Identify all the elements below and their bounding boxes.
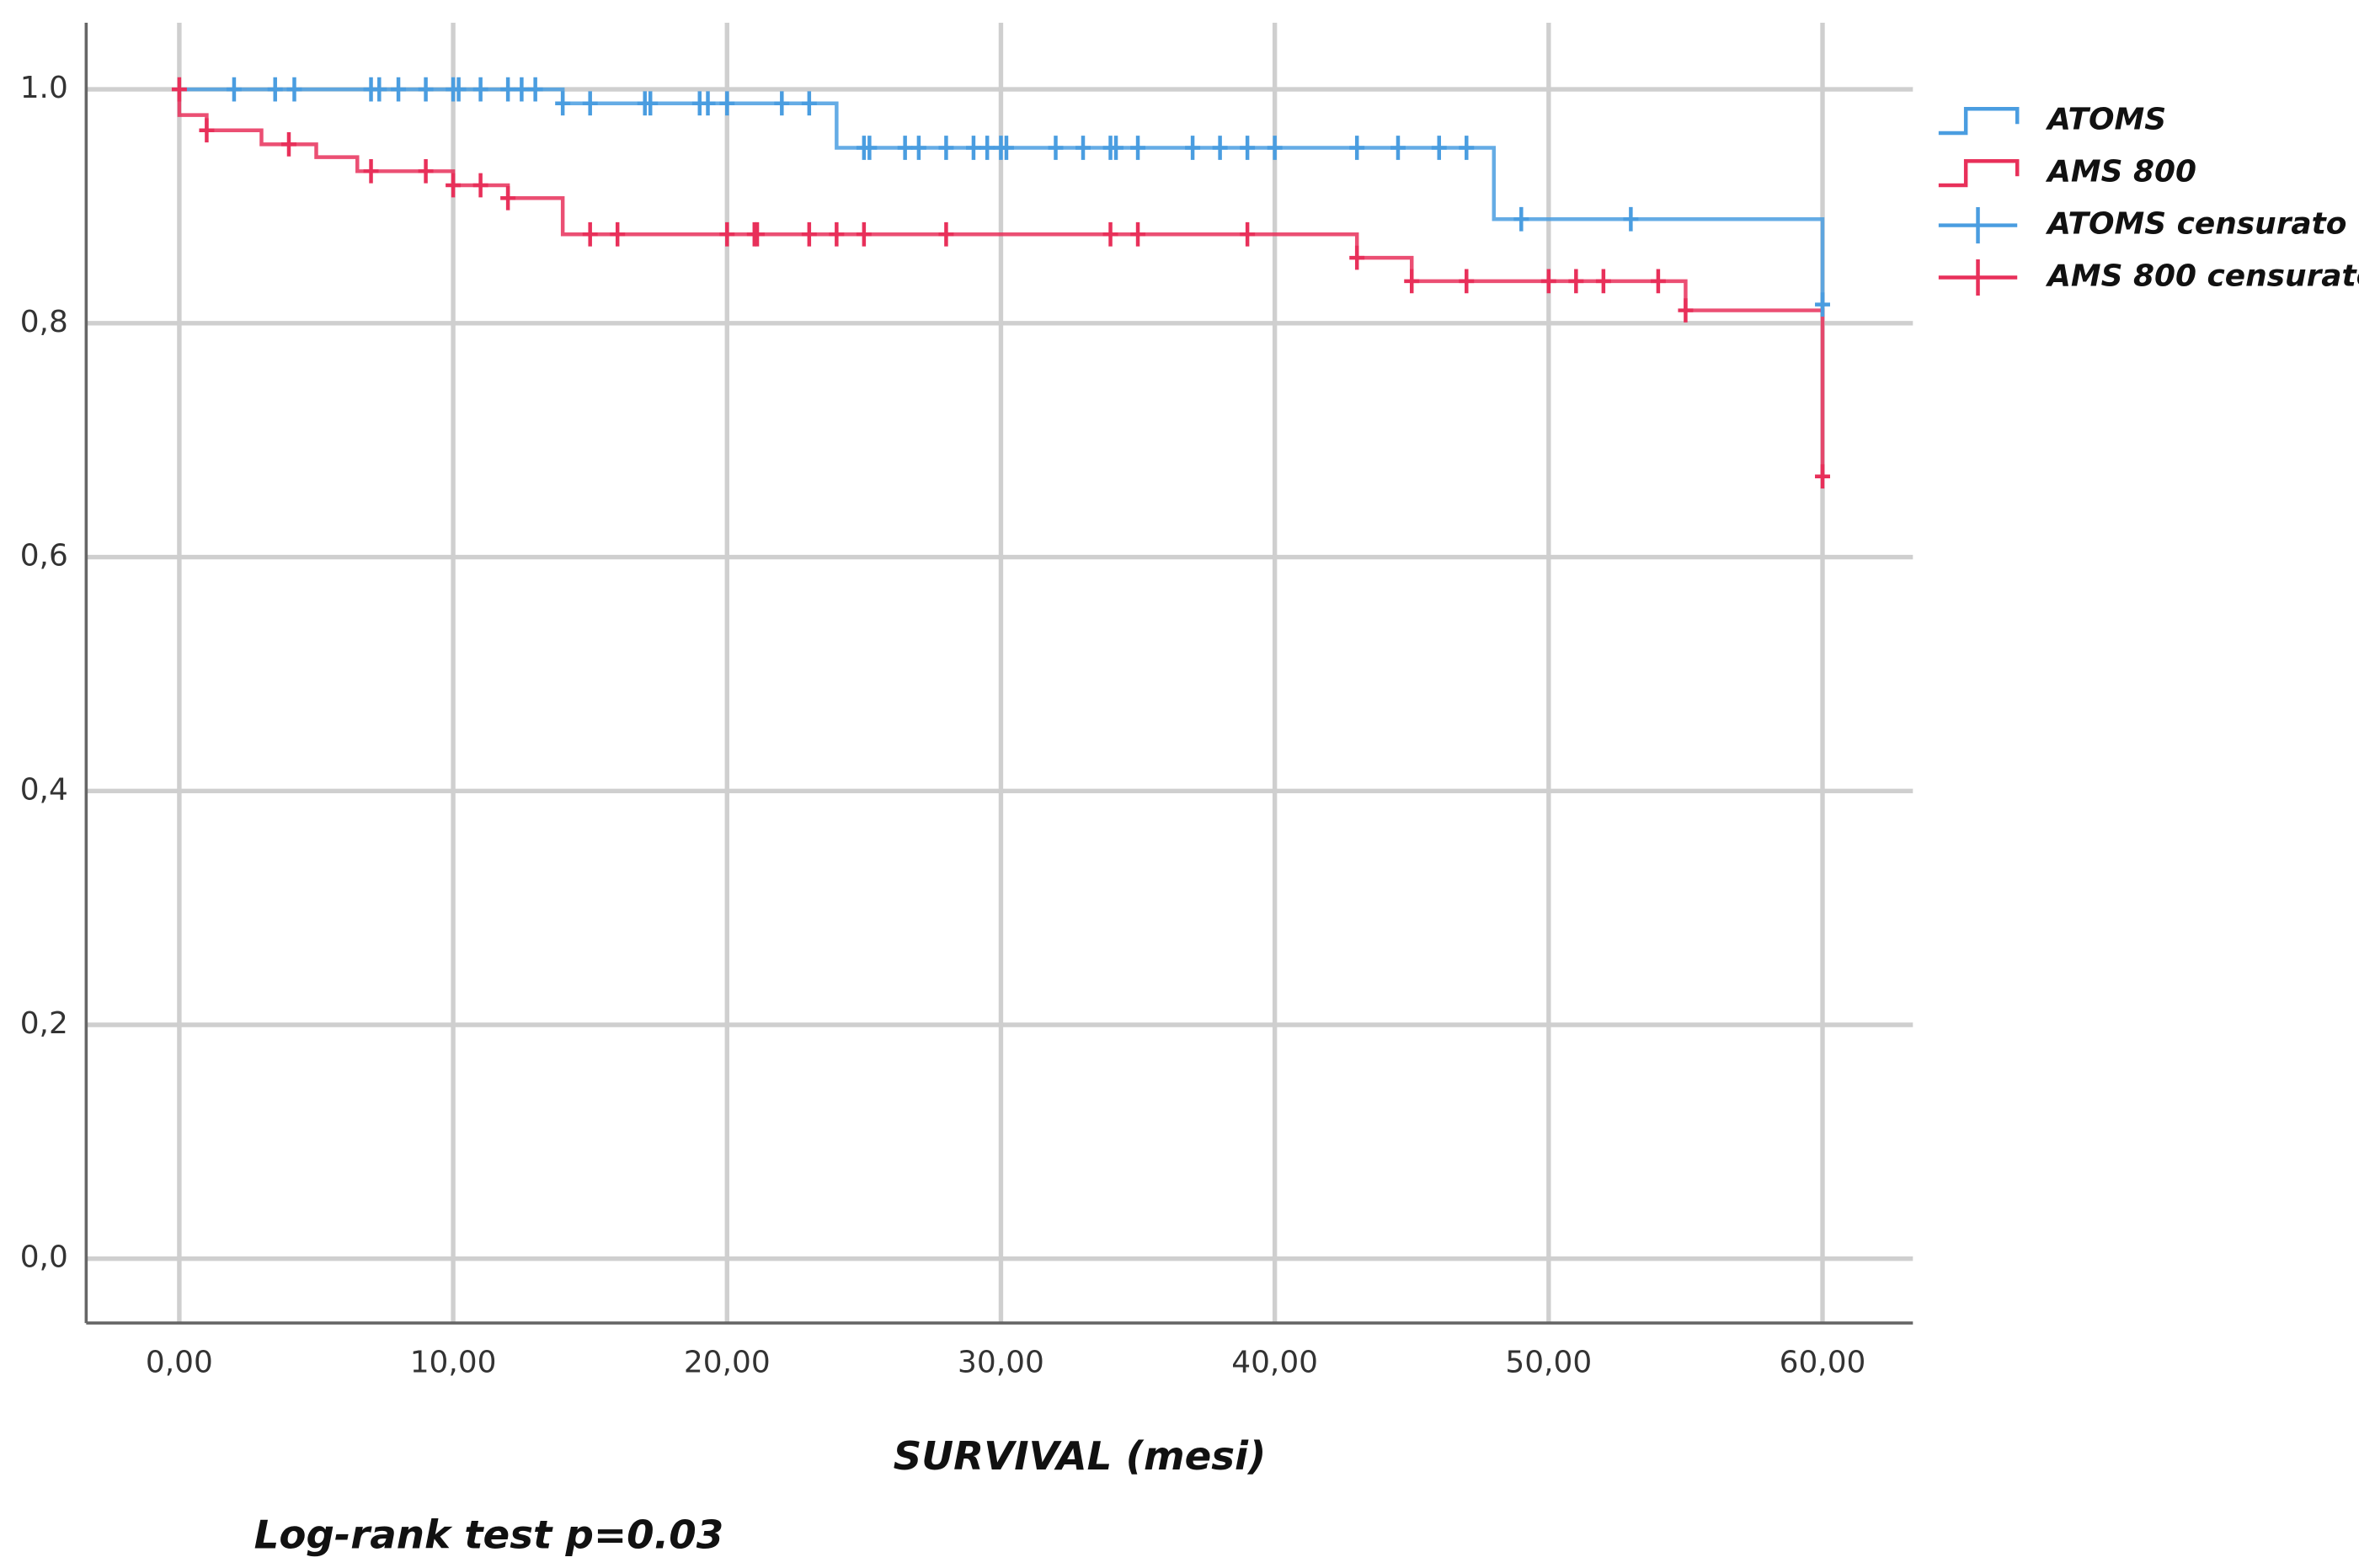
legend-glyph xyxy=(1938,107,2020,136)
censor-mark xyxy=(281,132,296,157)
censor-mark xyxy=(1185,136,1201,160)
censor-mark xyxy=(1349,136,1365,160)
censor-mark xyxy=(555,91,571,116)
x-tick-label: 50,00 xyxy=(1505,1346,1592,1380)
censor-mark xyxy=(500,77,516,102)
censor-mark xyxy=(700,91,716,116)
legend-label: AMS 800 censurato xyxy=(2045,259,2359,294)
censor-mark xyxy=(391,77,407,102)
censor-mark xyxy=(897,136,913,160)
x-tick-label: 0,00 xyxy=(146,1346,213,1380)
censor-mark xyxy=(514,77,530,102)
censor-mark xyxy=(938,136,954,160)
y-tick-label: 0,6 xyxy=(20,539,68,573)
censor-mark xyxy=(199,118,215,143)
censor-mark xyxy=(1212,136,1228,160)
x-tick-label: 40,00 xyxy=(1231,1346,1318,1380)
y-tick-label: 1.0 xyxy=(20,71,68,105)
censor-mark xyxy=(1459,269,1475,294)
censor-mark xyxy=(1595,269,1611,294)
censor-mark xyxy=(1240,221,1256,247)
y-tick-label: 0,8 xyxy=(20,305,68,339)
censor-mark xyxy=(979,136,995,160)
censor-mark xyxy=(363,158,379,184)
censor-mark xyxy=(829,221,845,247)
censor-mark xyxy=(719,91,735,116)
censor-mark xyxy=(1108,136,1124,160)
censor-mark xyxy=(1404,269,1420,294)
legend-glyph xyxy=(1938,259,2018,296)
censor-mark xyxy=(938,221,954,247)
censor-mark xyxy=(371,77,387,102)
censor-mark xyxy=(472,77,488,102)
censor-mark xyxy=(1240,136,1256,160)
censor-mark xyxy=(1431,136,1447,160)
censor-mark xyxy=(582,91,598,116)
censor-mark xyxy=(998,136,1014,160)
x-tick-label: 30,00 xyxy=(958,1346,1044,1380)
censor-mark xyxy=(1267,136,1283,160)
censor-mark xyxy=(856,221,872,247)
censor-mark xyxy=(910,136,926,160)
censor-mark xyxy=(1678,298,1694,323)
legend-glyph xyxy=(1938,207,2018,244)
censor-mark xyxy=(1459,136,1475,160)
censor-mark xyxy=(1623,206,1639,232)
y-tick-label: 0,0 xyxy=(20,1240,68,1275)
censor-mark xyxy=(1075,136,1091,160)
censor-mark xyxy=(1540,269,1556,294)
censor-mark xyxy=(1815,464,1830,489)
censor-mark xyxy=(965,136,981,160)
censor-mark xyxy=(472,173,488,198)
censor-mark xyxy=(610,221,626,247)
censor-mark xyxy=(286,77,302,102)
censor-mark xyxy=(451,77,467,102)
x-axis-label: SURVIVAL (mesi) xyxy=(894,1434,1267,1480)
censor-mark xyxy=(1102,221,1118,247)
censor-mark xyxy=(500,185,516,211)
y-tick-label: 0,2 xyxy=(20,1006,68,1041)
legend-label: AMS 800 xyxy=(2045,155,2196,189)
legend-glyph xyxy=(1938,159,2020,188)
censor-mark xyxy=(1349,245,1365,270)
censor-mark xyxy=(801,91,817,116)
legend-label: ATOMS censurato xyxy=(2045,207,2346,242)
legend-label: ATOMS xyxy=(2045,103,2166,137)
censor-mark xyxy=(418,158,434,184)
censor-mark xyxy=(1130,221,1146,247)
censor-mark xyxy=(801,221,817,247)
annotation: Log-rank test p=0.03 xyxy=(254,1513,724,1559)
censor-mark xyxy=(750,221,766,247)
censor-mark xyxy=(1048,136,1064,160)
censor-mark xyxy=(862,136,878,160)
x-tick-label: 60,00 xyxy=(1780,1346,1866,1380)
censor-mark xyxy=(171,77,187,102)
censor-mark xyxy=(1650,269,1666,294)
censor-mark xyxy=(527,77,543,102)
censor-mark xyxy=(643,91,659,116)
censor-mark xyxy=(418,77,434,102)
censor-mark xyxy=(1130,136,1146,160)
censor-mark xyxy=(582,221,598,247)
censor-mark xyxy=(267,77,283,102)
x-tick-label: 10,00 xyxy=(410,1346,497,1380)
censor-mark xyxy=(1513,206,1529,232)
censor-mark xyxy=(446,173,462,198)
censor-mark xyxy=(226,77,242,102)
y-tick-label: 0,4 xyxy=(20,772,68,807)
censor-mark xyxy=(1568,269,1584,294)
censor-mark xyxy=(719,221,735,247)
censor-mark xyxy=(1815,292,1830,317)
censor-mark xyxy=(1390,136,1406,160)
censor-mark xyxy=(774,91,790,116)
x-tick-label: 20,00 xyxy=(684,1346,771,1380)
